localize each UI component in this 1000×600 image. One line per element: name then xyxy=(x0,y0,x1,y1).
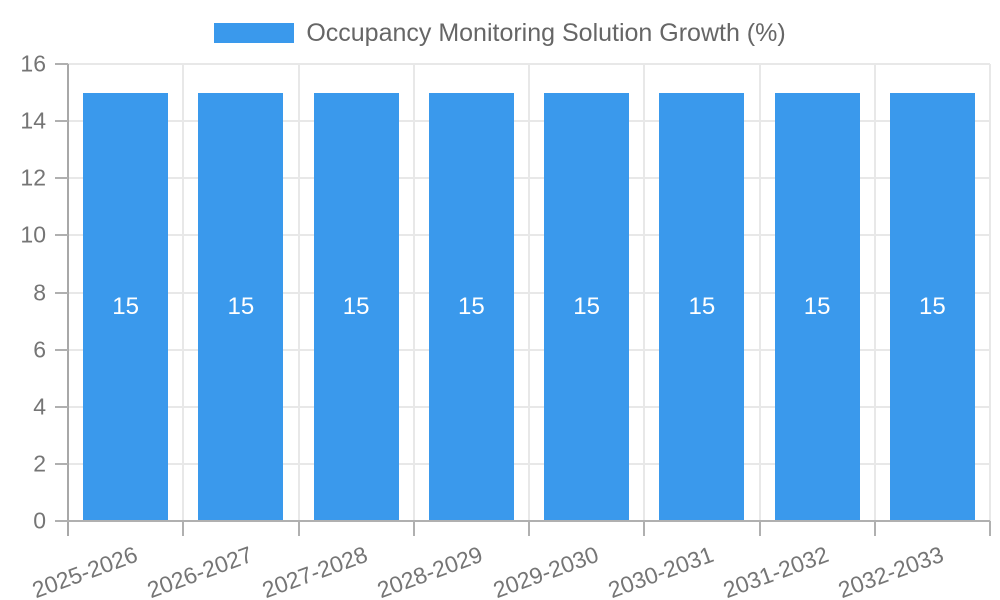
x-tick-label: 2032-2033 xyxy=(835,541,948,600)
bar: 15 xyxy=(198,92,284,521)
x-gridline xyxy=(528,64,530,521)
x-gridline xyxy=(182,64,185,521)
x-gridline xyxy=(297,64,300,521)
x-gridline xyxy=(412,64,415,521)
x-tick-label: 2030-2031 xyxy=(604,541,717,600)
bar-value-label: 15 xyxy=(803,292,831,320)
x-axis-tick xyxy=(528,521,530,536)
legend-swatch xyxy=(214,23,295,43)
x-axis-tick xyxy=(758,521,761,536)
x-axis-tick xyxy=(297,521,300,536)
plot-area: 15 15 15 15 15 15 15 15 0 2 4 6 8 10 12 14 16 2025-2026 2… xyxy=(20,51,991,600)
x-gridline xyxy=(873,64,876,521)
x-axis-tick xyxy=(412,521,415,536)
y-tick-label: 6 xyxy=(33,336,46,363)
bar: 15 xyxy=(83,92,169,521)
x-axis-tick xyxy=(989,521,991,536)
x-tick-label: 2028-2029 xyxy=(374,541,487,600)
bar-value-label: 15 xyxy=(227,292,255,320)
y-axis-tick xyxy=(55,63,68,65)
x-axis-tick xyxy=(182,521,185,536)
x-axis-tick xyxy=(873,521,876,536)
y-tick-label: 4 xyxy=(33,393,46,420)
bar-value-label: 15 xyxy=(342,292,370,320)
y-axis-tick xyxy=(55,120,68,123)
x-tick-label: 2029-2030 xyxy=(489,541,602,600)
x-tick-label: 2025-2026 xyxy=(28,541,141,600)
x-tick-label: 2026-2027 xyxy=(143,541,256,600)
y-axis-tick xyxy=(55,405,68,408)
y-tick-label: 0 xyxy=(33,507,46,534)
y-axis-tick xyxy=(55,291,68,294)
y-axis-tick xyxy=(55,234,68,237)
y-axis-tick xyxy=(55,177,68,180)
x-axis-tick xyxy=(643,521,646,536)
bar-value-label: 15 xyxy=(919,292,946,320)
y-axis-tick xyxy=(55,520,68,522)
bar-value-label: 15 xyxy=(458,292,485,320)
y-tick-label: 8 xyxy=(33,279,46,305)
x-tick-label: 2027-2028 xyxy=(258,541,372,600)
x-gridline xyxy=(758,64,761,521)
bar: 15 xyxy=(774,92,860,521)
bar: 15 xyxy=(659,92,745,521)
y-tick-label: 12 xyxy=(20,164,46,191)
y-tick-label: 14 xyxy=(20,107,46,134)
bar: 15 xyxy=(428,92,514,521)
x-tick-label: 2031-2032 xyxy=(719,541,833,600)
bar: 15 xyxy=(313,92,399,521)
bar-value-label: 15 xyxy=(112,292,139,320)
y-axis-line xyxy=(67,64,69,536)
legend-label: Occupancy Monitoring Solution Growth (%) xyxy=(306,18,786,47)
y-tick-label: 10 xyxy=(20,221,46,248)
bar-value-label: 15 xyxy=(573,292,600,320)
y-axis-tick xyxy=(55,348,68,351)
bar-value-label: 15 xyxy=(688,292,716,320)
x-axis-line xyxy=(55,520,990,522)
bar: 15 xyxy=(889,92,975,521)
bar: 15 xyxy=(544,92,630,521)
x-gridline xyxy=(989,64,991,521)
chart-legend-item[interactable]: Occupancy Monitoring Solution Growth (%) xyxy=(0,18,1000,47)
y-tick-label: 2 xyxy=(33,450,46,477)
x-gridline xyxy=(643,64,646,521)
y-axis-tick xyxy=(55,462,68,465)
y-tick-label: 16 xyxy=(20,50,46,77)
